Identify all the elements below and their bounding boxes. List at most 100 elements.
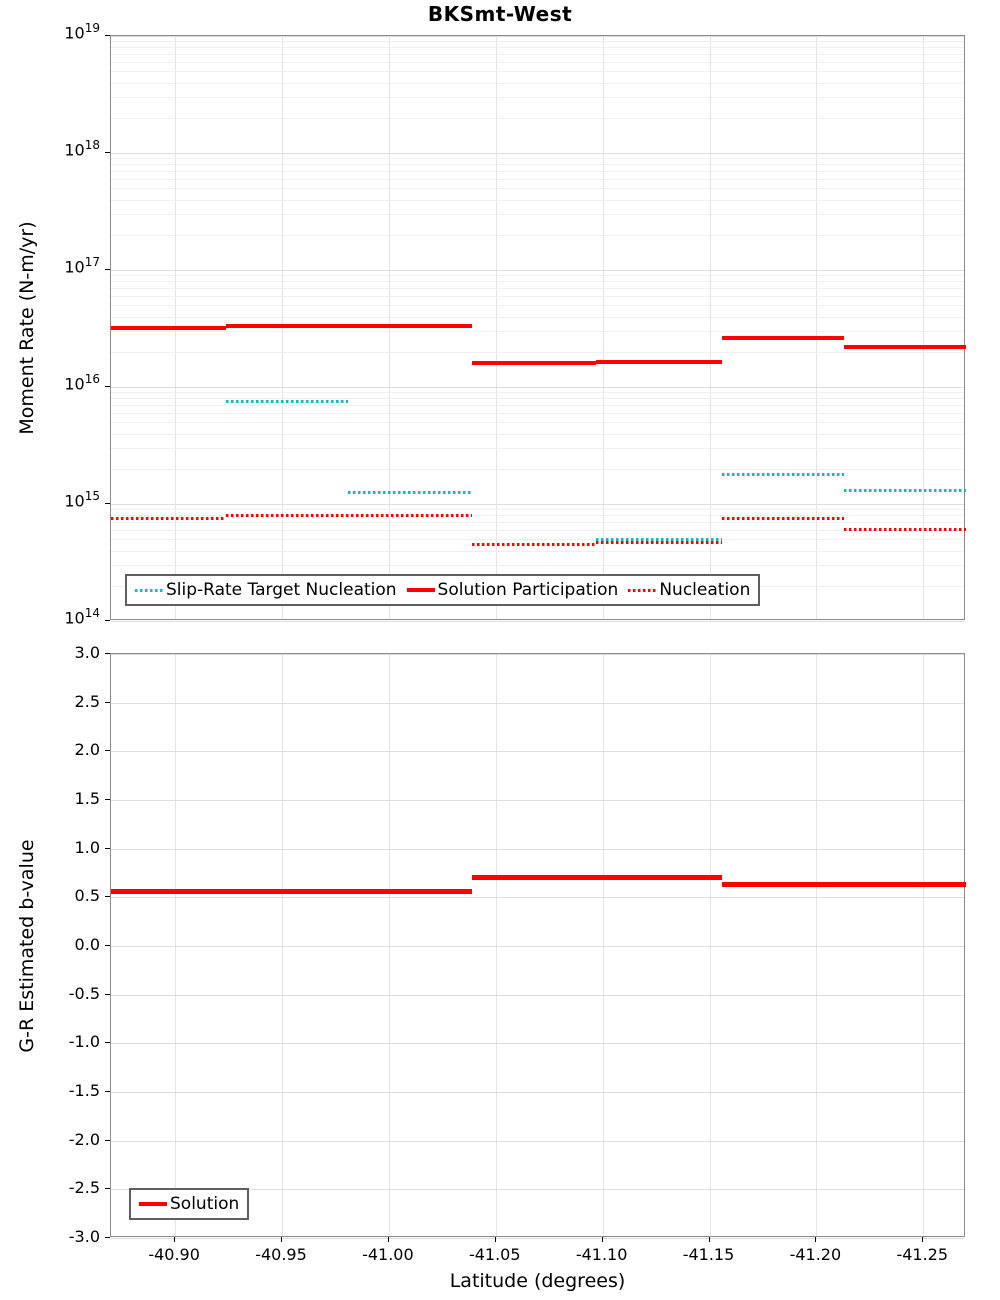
x-tick-label: -41.05 <box>468 1245 521 1264</box>
series-segment-slip-rate-target-nucleation <box>226 400 349 404</box>
y-tick-label: 1018 <box>64 138 100 160</box>
major-gridline <box>111 946 964 947</box>
y-tick-label: 1017 <box>64 255 100 277</box>
series-segment-solution-participation <box>722 336 845 341</box>
x-tick-mark <box>601 1237 603 1242</box>
minor-gridline <box>111 448 964 450</box>
series-segment-slip-rate-target-nucleation <box>596 537 723 541</box>
legend-swatch-solid <box>139 1202 167 1206</box>
y-tick-label: 0.0 <box>74 935 100 954</box>
minor-gridline <box>111 171 964 173</box>
series-segment-nucleation <box>722 517 845 521</box>
major-gridline <box>111 1043 964 1045</box>
x-tick-mark <box>281 1237 282 1242</box>
x-tick-label: -41.15 <box>682 1245 735 1264</box>
y-tick-mark <box>105 1091 110 1092</box>
legend-item-slip-rate-target-nucleation: Slip-Rate Target Nucleation <box>135 580 397 600</box>
x-tick-label: -40.90 <box>148 1245 200 1264</box>
y-tick-mark <box>105 896 110 898</box>
minor-gridline <box>111 422 964 424</box>
x-tick-label: -41.10 <box>575 1245 628 1264</box>
minor-gridline <box>111 316 964 318</box>
major-gridline <box>111 654 964 655</box>
minor-gridline <box>111 529 964 531</box>
minor-gridline <box>111 47 964 49</box>
series-segment-nucleation <box>226 513 473 517</box>
vertical-gridline <box>175 654 177 1236</box>
major-gridline <box>111 1140 964 1142</box>
minor-gridline <box>111 392 964 394</box>
y-tick-mark <box>105 701 110 703</box>
bottom-legend: Solution <box>129 1188 250 1220</box>
minor-gridline <box>111 117 964 119</box>
bottom-plot-area <box>110 653 966 1239</box>
y-tick-mark <box>105 269 110 270</box>
minor-gridline <box>111 71 964 73</box>
y-tick-mark <box>105 750 110 752</box>
x-tick-label: -40.95 <box>255 1245 307 1264</box>
minor-gridline <box>111 522 964 524</box>
minor-gridline <box>111 275 964 277</box>
minor-gridline <box>111 468 964 470</box>
minor-gridline <box>111 539 964 541</box>
series-segment-slip-rate-target-nucleation <box>348 491 473 495</box>
series-segment-solution-participation <box>111 325 227 330</box>
y-tick-label: 1014 <box>64 606 100 628</box>
y-tick-label: -1.0 <box>68 1032 100 1052</box>
legend-item-solution: Solution <box>139 1194 239 1214</box>
major-gridline <box>111 848 964 850</box>
minor-gridline <box>111 41 964 43</box>
y-tick-mark <box>105 620 110 621</box>
legend-label: Nucleation <box>659 580 751 600</box>
x-axis-label: Latitude (degrees) <box>449 1270 626 1292</box>
top-y-axis-label: Moment Rate (N-m/yr) <box>16 221 38 435</box>
minor-gridline <box>111 178 964 180</box>
y-tick-mark <box>105 152 110 153</box>
major-gridline <box>111 1189 964 1191</box>
y-tick-label: 3.0 <box>74 643 100 662</box>
minor-gridline <box>111 97 964 99</box>
vertical-gridline <box>282 654 283 1236</box>
minor-gridline <box>111 509 964 511</box>
x-tick-mark <box>494 1237 496 1242</box>
minor-gridline <box>111 188 964 190</box>
major-gridline <box>111 387 964 388</box>
x-tick-label: -41.00 <box>362 1245 414 1264</box>
legend-swatch-dotted <box>135 588 163 592</box>
series-segment-slip-rate-target-nucleation <box>722 472 845 476</box>
major-gridline <box>111 897 964 899</box>
y-tick-mark <box>105 35 110 36</box>
series-segment-solution <box>722 882 966 888</box>
vertical-gridline <box>816 654 818 1236</box>
vertical-gridline <box>923 36 925 619</box>
vertical-gridline <box>816 36 818 619</box>
minor-gridline <box>111 164 964 166</box>
x-tick-label: -41.20 <box>789 1245 842 1264</box>
y-tick-label: 1016 <box>64 372 100 394</box>
y-tick-label: -3.0 <box>68 1227 100 1246</box>
minor-gridline <box>111 61 964 63</box>
vertical-gridline <box>923 654 925 1236</box>
minor-gridline <box>111 288 964 290</box>
vertical-gridline <box>495 654 497 1236</box>
y-tick-mark <box>105 1237 110 1238</box>
major-gridline <box>111 270 964 271</box>
x-tick-mark <box>922 1237 924 1242</box>
y-tick-mark <box>105 1042 110 1044</box>
series-segment-nucleation <box>844 528 966 532</box>
major-gridline <box>111 800 964 801</box>
y-tick-label: 0.5 <box>74 886 100 906</box>
y-tick-label: 1.0 <box>74 837 100 857</box>
vertical-gridline <box>602 654 604 1236</box>
legend-label: Solution Participation <box>437 580 619 600</box>
major-gridline <box>111 1238 964 1239</box>
series-segment-solution-participation <box>472 361 597 366</box>
major-gridline <box>111 504 964 505</box>
y-tick-mark <box>105 653 110 654</box>
minor-gridline <box>111 295 964 297</box>
top-legend: Slip-Rate Target Nucleation Solution Part… <box>125 574 761 606</box>
y-tick-mark <box>105 386 110 387</box>
y-tick-mark <box>105 945 110 946</box>
x-tick-mark <box>708 1237 710 1242</box>
